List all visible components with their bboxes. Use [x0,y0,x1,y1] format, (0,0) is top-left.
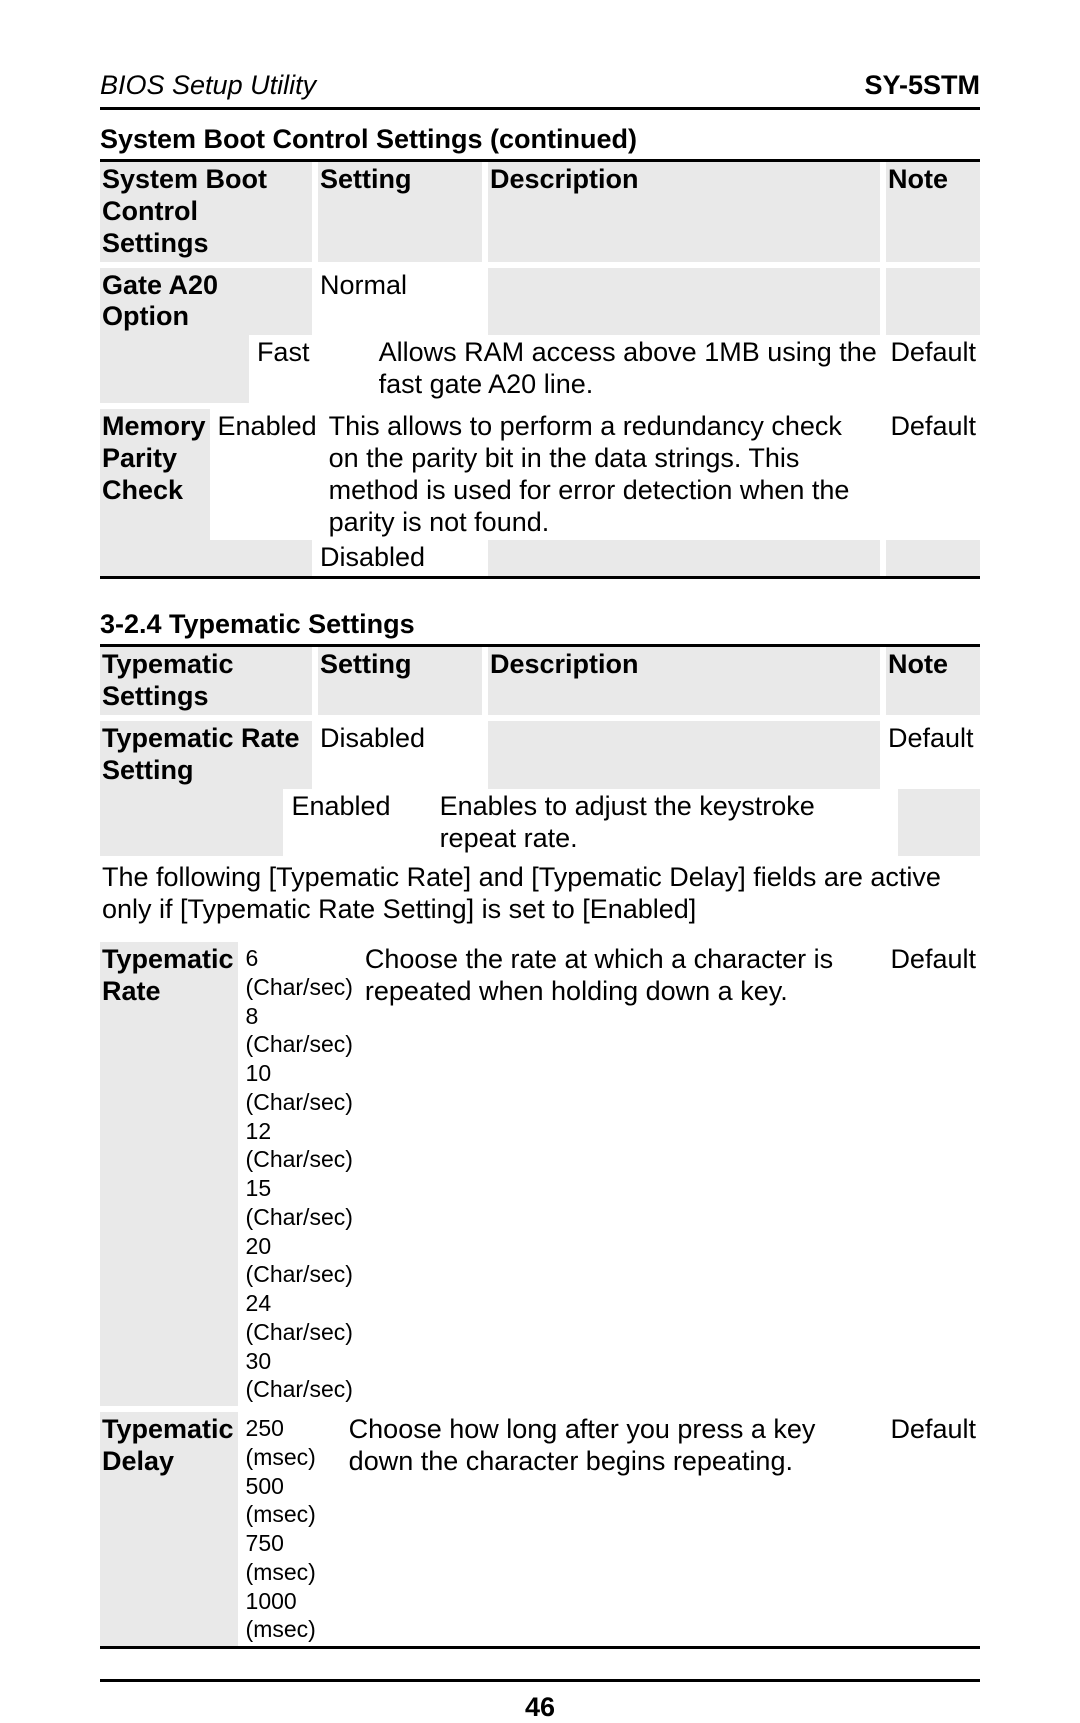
row-desc: This allows to perform a redundancy chec… [321,409,883,540]
row-setting-list: 6 (Char/sec)8 (Char/sec)10 (Char/sec)12 … [238,942,357,1406]
row-label-gate-a20: Gate A20 Option [100,268,312,336]
table-row: Disabled [100,540,980,576]
row-setting: Disabled [312,540,482,576]
col-header-name: Typematic Settings [100,647,312,715]
table-row: Memory Parity Check Enabled This allows … [100,409,980,540]
table-row: Enabled Enables to adjust the keystroke … [100,789,980,857]
row-setting: Enabled [210,409,321,540]
table-row: Fast Allows RAM access above 1MB using t… [100,335,980,409]
running-header: BIOS Setup Utility SY-5STM [100,70,980,101]
row-desc [482,268,880,336]
row-label-typematic-rate: Typematic Rate [100,942,238,1406]
table-row: Typematic Delay 250 (msec)500 (msec)750 … [100,1412,980,1646]
row-setting: Enabled [283,789,431,857]
row-label-empty [100,789,283,857]
row-note: Default [882,1412,980,1646]
typematic-note: The following [Typematic Rate] and [Type… [100,856,980,942]
col-header-description: Description [482,162,880,262]
row-note: Default [880,721,980,789]
row-setting: Disabled [312,721,482,789]
row-setting: Normal [312,268,482,336]
row-label-rate-setting: Typematic Rate Setting [100,721,312,789]
section1-title: System Boot Control Settings (continued) [100,124,980,155]
row-note: Default [882,335,980,403]
row-desc [482,540,880,576]
row-desc: Allows RAM access above 1MB using the fa… [371,335,883,403]
table-body: Typematic Rate Setting Disabled Default … [100,721,980,856]
row-label-empty [100,335,249,403]
row-label-empty [100,540,312,576]
table-header-row: Typematic Settings Setting Description N… [100,647,980,721]
table-row: Typematic Rate 6 (Char/sec)8 (Char/sec)1… [100,942,980,1412]
row-desc: Choose how long after you press a key do… [341,1412,883,1646]
col-header-setting: Setting [312,647,482,715]
row-setting-list: 250 (msec)500 (msec)750 (msec)1000 (msec… [238,1412,341,1646]
row-note [892,789,980,857]
running-right: SY-5STM [864,70,980,101]
table-row: Typematic Rate Setting Disabled Default [100,721,980,789]
row-setting: Fast [249,335,371,403]
section2-title: 3-2.4 Typematic Settings [100,609,980,640]
table-header-row: System Boot Control Settings Setting Des… [100,162,980,268]
row-label-mem-parity: Memory Parity Check [100,409,210,540]
footer-rule [100,1679,980,1682]
table-system-boot: System Boot Control Settings Setting Des… [100,159,980,579]
row-label-typematic-delay: Typematic Delay [100,1412,238,1646]
row-note [880,268,980,336]
page-number: 46 [100,1692,980,1723]
row-desc [482,721,880,789]
col-header-setting: Setting [312,162,482,262]
row-desc: Enables to adjust the keystroke repeat r… [432,789,893,857]
row-note: Default [882,942,980,1406]
col-header-note: Note [880,647,980,715]
running-left: BIOS Setup Utility [100,70,316,101]
table-typematic: Typematic Settings Setting Description N… [100,644,980,1649]
header-rule [100,107,980,110]
col-header-description: Description [482,647,880,715]
table-row: Gate A20 Option Normal [100,268,980,336]
col-header-note: Note [880,162,980,262]
page: BIOS Setup Utility SY-5STM System Boot C… [100,70,980,1558]
table-body: Gate A20 Option Normal Fast Allows RAM a… [100,268,980,577]
row-desc: Choose the rate at which a character is … [357,942,883,1406]
row-note: Default [882,409,980,540]
col-header-name: System Boot Control Settings [100,162,312,262]
row-note [880,540,980,576]
table-body: Typematic Rate 6 (Char/sec)8 (Char/sec)1… [100,942,980,1646]
